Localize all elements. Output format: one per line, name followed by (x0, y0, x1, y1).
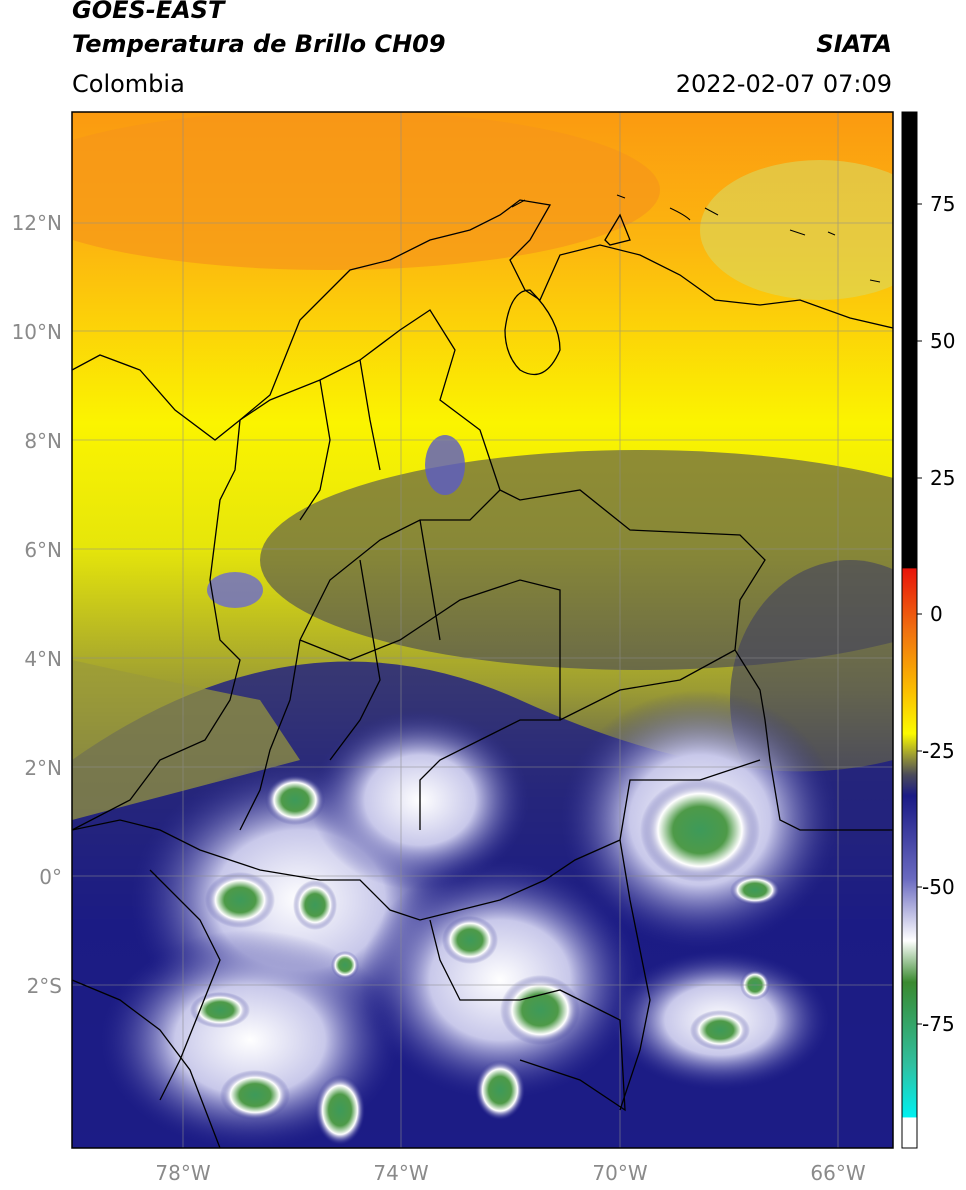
colorbar-tick-75: 75 (930, 192, 955, 216)
lon-tick-66w: 66°W (810, 1161, 865, 1185)
gridlines (72, 112, 893, 1148)
colorbar-tick-25: 25 (930, 466, 955, 490)
colorbar-scale (901, 111, 918, 1149)
islands (511, 194, 881, 283)
datetime-label: 2022-02-07 07:09 (675, 70, 892, 98)
lon-tick-74w: 74°W (373, 1161, 428, 1185)
colorbar-tick-minus50: -50 (922, 875, 955, 899)
lat-tick-6n: 6°N (24, 538, 62, 562)
colorbar-tick-50: 50 (930, 329, 955, 353)
country-borders (72, 199, 893, 1148)
product-title: Temperatura de Brillo CH09 (72, 30, 446, 58)
lat-tick-8n: 8°N (24, 429, 62, 453)
lat-tick-4n: 4°N (24, 647, 62, 671)
lat-tick-2n: 2°N (24, 756, 62, 780)
satellite-image (72, 112, 893, 1148)
colorbar: 75 50 25 0 -25 -50 -75 (901, 111, 955, 1149)
colorbar-tick-0: 0 (930, 602, 943, 626)
satellite-title: GOES-EAST (72, 0, 225, 24)
colorbar-tick-minus75: -75 (922, 1012, 955, 1036)
lat-tick-12n: 12°N (12, 211, 62, 235)
lon-axis: 78°W 74°W 70°W 66°W (155, 1161, 865, 1185)
lat-tick-0: 0° (39, 865, 62, 889)
lat-axis: 12°N 10°N 8°N 6°N 4°N 2°N 0° 2°S (12, 211, 62, 998)
region-label: Colombia (72, 70, 185, 98)
lat-tick-2s: 2°S (27, 974, 62, 998)
lon-tick-78w: 78°W (155, 1161, 210, 1185)
map-frame (71, 111, 894, 1149)
colorbar-tick-minus25: -25 (922, 739, 955, 763)
source-label: SIATA (816, 30, 892, 58)
lat-tick-10n: 10°N (12, 320, 62, 344)
lon-tick-70w: 70°W (592, 1161, 647, 1185)
